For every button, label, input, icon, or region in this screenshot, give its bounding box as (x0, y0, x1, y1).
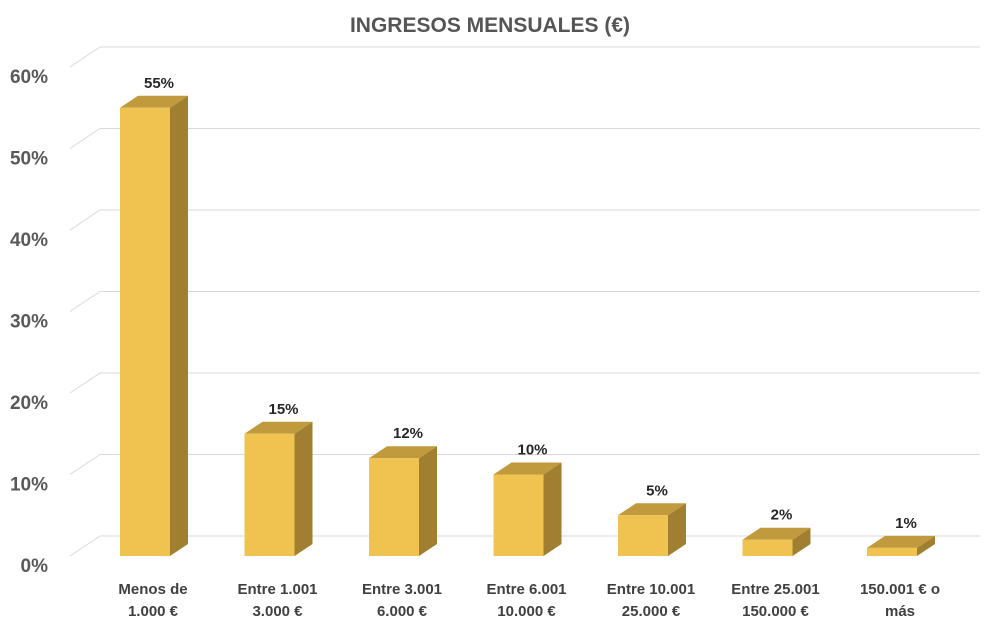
data-label: 10% (517, 442, 547, 459)
value-labels: 55% 15% 12% 10% 5% 2% 1% (144, 75, 917, 532)
bar (120, 95, 188, 556)
y-tick-label: 30% (10, 312, 48, 333)
y-tick-label: 60% (10, 67, 48, 88)
bar (618, 503, 686, 556)
y-tick-label: 0% (21, 556, 49, 577)
bar-side (419, 446, 437, 556)
bar (244, 421, 313, 556)
bar-front (369, 458, 419, 556)
data-label: 15% (268, 401, 298, 418)
bar-side (917, 535, 935, 556)
gridline (69, 209, 980, 231)
y-tick-label: 40% (10, 230, 48, 251)
gridline (69, 291, 980, 312)
x-tick-label: Entre 25.001 150.000 € (731, 581, 819, 620)
gridline (69, 535, 980, 557)
bar-top (618, 503, 686, 516)
gridlines (69, 46, 980, 557)
y-tick-label: 10% (10, 475, 48, 496)
bar-front (493, 474, 544, 556)
bar-side (294, 421, 313, 556)
bar-top (867, 535, 935, 548)
data-label: 12% (393, 425, 423, 442)
bar-side (668, 503, 686, 556)
x-tick-label: Menos de 1.000 € (118, 581, 187, 620)
bar-front (244, 433, 295, 556)
x-tick-label: 150.001 € o más (860, 581, 940, 620)
x-tick-label: Entre 10.001 25.000 € (607, 581, 695, 620)
bar-front (618, 515, 668, 556)
bar-top (369, 446, 437, 459)
bar-front (742, 539, 793, 556)
gridline (69, 46, 980, 68)
bar-side (543, 462, 562, 556)
data-label: 2% (771, 507, 793, 524)
bar-top (742, 527, 811, 540)
bar-top (493, 462, 562, 475)
y-tick-label: 50% (10, 149, 48, 170)
x-tick-label: Entre 1.001 3.000 € (237, 581, 317, 620)
bar-front (867, 547, 917, 556)
gridline (69, 372, 980, 394)
y-axis-ticks: 0% 10% 20% 30% 40% 50% 60% (10, 67, 48, 577)
data-label: 55% (144, 75, 174, 92)
bar (867, 535, 935, 556)
bar (742, 527, 811, 556)
gridline (69, 454, 980, 475)
y-tick-label: 20% (10, 393, 48, 414)
bars (120, 95, 935, 556)
data-label: 5% (646, 482, 668, 499)
data-label: 1% (895, 515, 917, 532)
chart-title: INGRESOS MENSUALES (€) (350, 14, 630, 37)
x-axis-categories: Menos de 1.000 € Entre 1.001 3.000 € Entre 3… (118, 581, 940, 620)
bar-side (170, 95, 188, 556)
gridline (69, 128, 980, 149)
bar-top (244, 421, 313, 434)
bar-front (120, 107, 170, 556)
bar-side (792, 527, 811, 556)
x-tick-label: Entre 6.001 10.000 € (486, 581, 566, 620)
bar (369, 446, 437, 556)
bar-top (120, 95, 188, 108)
bar (493, 462, 562, 556)
x-tick-label: Entre 3.001 6.000 € (362, 581, 442, 620)
